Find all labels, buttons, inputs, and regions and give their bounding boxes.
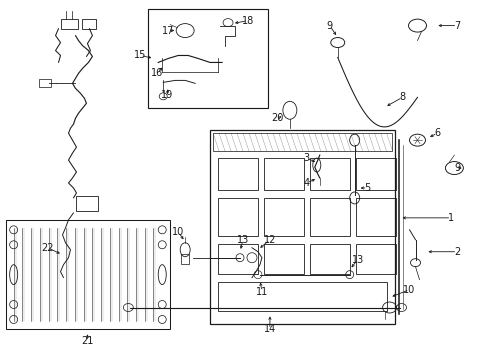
Text: 3: 3	[304, 153, 310, 163]
Bar	[82, 19, 97, 28]
Bar	[148, 9, 268, 108]
Bar	[264, 158, 304, 190]
Bar	[356, 244, 395, 274]
Text: 13: 13	[237, 235, 249, 245]
Text: 13: 13	[351, 255, 364, 265]
Text: 10: 10	[172, 227, 184, 237]
Text: 20: 20	[272, 113, 284, 123]
Bar	[39, 80, 50, 87]
Bar	[264, 198, 304, 236]
Bar	[76, 196, 98, 211]
Text: 11: 11	[256, 287, 268, 297]
Text: 18: 18	[242, 15, 254, 26]
Text: 4: 4	[304, 178, 310, 188]
Bar	[218, 244, 258, 274]
Text: 1: 1	[448, 213, 455, 223]
Text: 5: 5	[365, 183, 371, 193]
Text: 10: 10	[403, 284, 416, 294]
Bar	[310, 244, 350, 274]
Text: 2: 2	[454, 247, 461, 257]
Text: 22: 22	[41, 243, 54, 253]
Text: 19: 19	[161, 90, 173, 100]
Bar	[61, 19, 78, 28]
Bar	[264, 244, 304, 274]
Text: 16: 16	[151, 68, 163, 78]
Text: 12: 12	[264, 235, 276, 245]
Bar	[310, 158, 350, 190]
Text: 21: 21	[81, 336, 94, 346]
Text: 14: 14	[264, 324, 276, 334]
Bar	[213, 133, 392, 151]
Text: 17: 17	[162, 26, 174, 36]
Text: 8: 8	[399, 92, 406, 102]
Bar	[218, 158, 258, 190]
Bar	[6, 220, 170, 329]
Text: 6: 6	[435, 128, 441, 138]
Bar	[356, 198, 395, 236]
Text: 7: 7	[454, 21, 461, 31]
Bar	[218, 198, 258, 236]
Bar	[218, 282, 387, 311]
Text: 9: 9	[454, 163, 461, 173]
Text: 15: 15	[134, 50, 147, 60]
Bar	[310, 198, 350, 236]
Bar	[356, 158, 395, 190]
Text: 9: 9	[327, 21, 333, 31]
Bar	[181, 254, 189, 264]
